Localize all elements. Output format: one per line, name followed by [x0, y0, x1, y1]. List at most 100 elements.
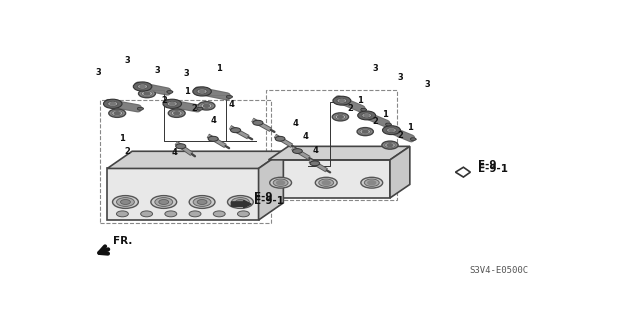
Polygon shape — [108, 151, 284, 168]
Circle shape — [237, 211, 250, 217]
Circle shape — [310, 161, 320, 166]
Text: 2: 2 — [191, 104, 197, 113]
Polygon shape — [259, 151, 284, 220]
Text: 2: 2 — [124, 147, 130, 156]
Circle shape — [112, 110, 123, 116]
Polygon shape — [390, 146, 410, 198]
Text: 3: 3 — [424, 80, 430, 89]
Circle shape — [410, 138, 416, 141]
Circle shape — [275, 136, 285, 141]
Circle shape — [138, 89, 156, 98]
Circle shape — [269, 177, 292, 188]
Circle shape — [213, 211, 225, 217]
Circle shape — [333, 96, 351, 105]
Circle shape — [230, 128, 241, 133]
Circle shape — [108, 101, 118, 106]
Circle shape — [364, 114, 369, 117]
Circle shape — [167, 91, 173, 93]
Text: 3: 3 — [154, 66, 160, 75]
Text: 2: 2 — [161, 96, 167, 105]
Circle shape — [141, 91, 152, 96]
Circle shape — [189, 211, 201, 217]
Circle shape — [116, 211, 129, 217]
Circle shape — [383, 126, 401, 135]
Circle shape — [120, 200, 131, 204]
Circle shape — [193, 87, 211, 96]
Circle shape — [337, 115, 343, 118]
Circle shape — [292, 149, 302, 153]
Circle shape — [253, 120, 263, 125]
Text: 2: 2 — [348, 104, 353, 113]
Circle shape — [144, 92, 150, 95]
Text: 3: 3 — [124, 56, 130, 65]
Text: FR.: FR. — [113, 236, 132, 246]
Circle shape — [382, 141, 398, 149]
Circle shape — [385, 143, 396, 148]
Polygon shape — [269, 160, 390, 198]
Text: E-9: E-9 — [253, 192, 272, 202]
Circle shape — [110, 102, 115, 105]
Circle shape — [159, 200, 169, 204]
Polygon shape — [269, 146, 410, 160]
Circle shape — [335, 114, 346, 120]
Circle shape — [364, 179, 380, 186]
Circle shape — [197, 200, 207, 204]
Circle shape — [332, 113, 349, 121]
Text: E-9: E-9 — [478, 160, 497, 170]
Circle shape — [322, 181, 330, 185]
Text: 2: 2 — [372, 117, 378, 126]
Circle shape — [389, 129, 394, 131]
Text: 4: 4 — [303, 132, 308, 141]
Circle shape — [168, 109, 185, 117]
Text: E-9-1: E-9-1 — [478, 164, 508, 174]
Circle shape — [361, 108, 367, 111]
Text: 3: 3 — [372, 64, 378, 73]
Circle shape — [273, 179, 288, 186]
Text: 3: 3 — [184, 70, 189, 78]
Circle shape — [358, 111, 376, 120]
Circle shape — [316, 177, 337, 188]
Text: 4: 4 — [228, 100, 234, 109]
Circle shape — [319, 179, 333, 186]
Circle shape — [115, 112, 120, 115]
Circle shape — [357, 128, 373, 136]
Polygon shape — [108, 168, 259, 220]
Circle shape — [204, 104, 209, 107]
Circle shape — [362, 130, 368, 133]
Circle shape — [170, 102, 175, 105]
Circle shape — [104, 99, 122, 108]
Circle shape — [361, 177, 383, 188]
Text: 3: 3 — [397, 73, 403, 82]
Circle shape — [232, 197, 250, 206]
Circle shape — [189, 196, 215, 208]
Circle shape — [113, 196, 138, 208]
Text: 1: 1 — [382, 110, 388, 119]
Circle shape — [141, 211, 152, 217]
Circle shape — [385, 123, 391, 126]
Circle shape — [109, 109, 125, 117]
Text: 2: 2 — [397, 131, 403, 140]
Bar — [100, 100, 271, 223]
Circle shape — [198, 102, 215, 110]
Circle shape — [174, 112, 180, 115]
Circle shape — [138, 84, 148, 89]
Text: 1: 1 — [407, 123, 413, 132]
Circle shape — [200, 90, 205, 93]
Circle shape — [360, 129, 371, 134]
Circle shape — [197, 107, 203, 110]
Circle shape — [236, 200, 245, 204]
Circle shape — [151, 196, 177, 208]
Circle shape — [165, 211, 177, 217]
Text: 4: 4 — [293, 119, 299, 128]
Circle shape — [163, 99, 182, 108]
Circle shape — [167, 101, 177, 106]
Circle shape — [387, 128, 396, 133]
Circle shape — [368, 181, 376, 185]
Text: 4: 4 — [211, 116, 217, 125]
Circle shape — [197, 89, 207, 94]
Text: 4: 4 — [313, 145, 319, 154]
FancyArrow shape — [231, 200, 251, 208]
Circle shape — [172, 110, 182, 116]
Circle shape — [201, 103, 212, 108]
Text: 1: 1 — [119, 135, 125, 144]
